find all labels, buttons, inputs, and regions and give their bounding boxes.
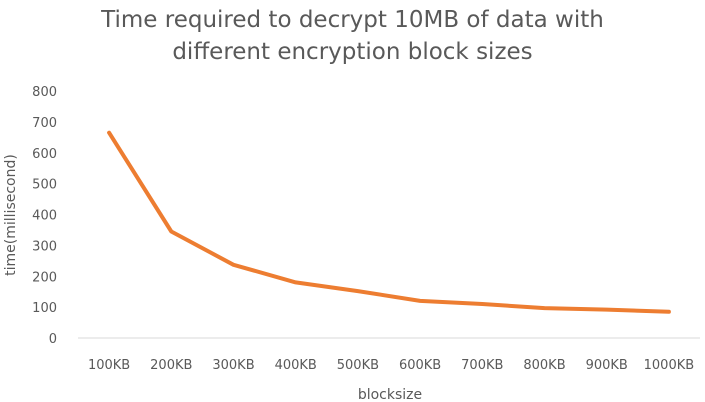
x-tick-label: 300KB [212, 358, 254, 373]
x-tick-label: 800KB [523, 358, 565, 373]
x-tick-label: 900KB [586, 358, 628, 373]
x-tick-label: 400KB [275, 358, 317, 373]
y-tick-label: 800 [32, 85, 57, 100]
x-tick-label: 100KB [88, 358, 130, 373]
y-tick-label: 500 [32, 178, 57, 193]
chart-title: Time required to decrypt 10MB of data wi… [0, 4, 705, 68]
y-tick-label: 600 [32, 147, 57, 162]
x-axis-label: blocksize [358, 387, 422, 402]
y-tick-label: 300 [32, 239, 57, 254]
y-axis-label: time(millisecond) [3, 154, 19, 276]
series-line [107, 130, 671, 314]
x-tick-label: 200KB [150, 358, 192, 373]
chart-title-line-2: different encryption block sizes [172, 39, 533, 65]
x-tick-label: 600KB [399, 358, 441, 373]
x-tick-label: 1000KB [644, 358, 695, 373]
y-tick-label: 400 [32, 209, 57, 224]
x-tick-label: 500KB [337, 358, 379, 373]
y-tick-label: 100 [32, 301, 57, 316]
y-axis-ticks: 0 100 200 300 400 500 600 700 800 [32, 85, 57, 347]
y-tick-label: 0 [49, 332, 57, 347]
x-axis-ticks: 100KB 200KB 300KB 400KB 500KB 600KB 700KB 800KB… [88, 358, 694, 373]
y-tick-label: 200 [32, 270, 57, 285]
y-tick-label: 700 [32, 116, 57, 131]
x-tick-label: 700KB [461, 358, 503, 373]
chart-title-line-1: Time required to decrypt 10MB of data wi… [101, 7, 604, 33]
